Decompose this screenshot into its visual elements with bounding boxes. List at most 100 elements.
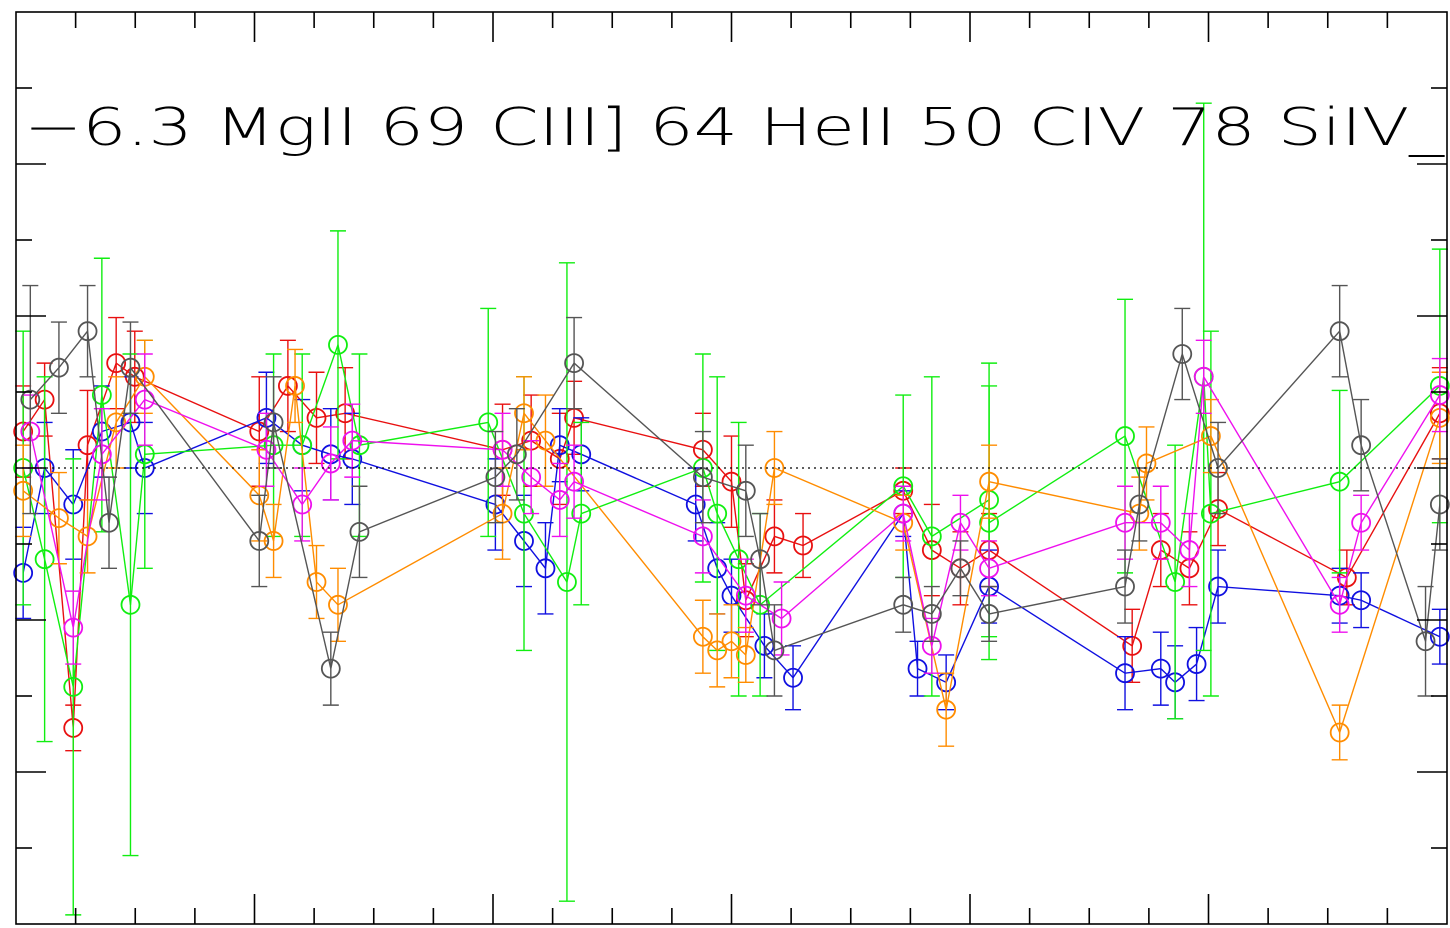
- error-bar: [723, 604, 740, 679]
- data-point: [764, 458, 785, 478]
- error-bar: [508, 408, 525, 501]
- error-bar: [1188, 626, 1205, 702]
- data-point: [1329, 594, 1350, 615]
- data-layer: [13, 102, 1450, 916]
- error-bar: [1353, 494, 1370, 551]
- data-point: [750, 549, 771, 570]
- data-point: [320, 658, 341, 679]
- data-point: [91, 385, 112, 405]
- data-point: [907, 658, 928, 679]
- series-red: [13, 316, 1450, 752]
- data-point: [1136, 453, 1157, 474]
- data-point: [63, 676, 84, 697]
- error-bar: [1431, 357, 1448, 433]
- error-bar: [694, 430, 711, 524]
- error-bar: [752, 512, 769, 606]
- error-bar: [15, 444, 32, 538]
- data-point: [1329, 321, 1350, 342]
- data-point: [120, 357, 141, 378]
- data-point: [721, 631, 742, 652]
- error-bar: [952, 540, 969, 597]
- data-point: [1179, 540, 1200, 560]
- data-point: [735, 480, 756, 501]
- error-bar: [480, 307, 497, 538]
- data-point: [521, 467, 542, 488]
- error-bar: [294, 467, 311, 542]
- error-bar: [322, 426, 339, 501]
- data-point: [1208, 458, 1228, 478]
- error-bar: [709, 376, 726, 652]
- error-bar: [566, 444, 583, 519]
- data-point: [285, 376, 305, 396]
- data-point: [735, 585, 756, 606]
- data-point: [20, 389, 41, 410]
- error-bar: [351, 485, 368, 579]
- data-point: [771, 608, 792, 629]
- data-point: [1115, 663, 1135, 684]
- data-point: [1186, 654, 1207, 674]
- data-point: [1351, 590, 1372, 611]
- data-point: [342, 430, 363, 451]
- data-point: [106, 353, 127, 374]
- data-point: [557, 572, 577, 592]
- data-point: [256, 439, 277, 460]
- error-bar: [1181, 512, 1198, 588]
- series-line-blue: [22, 417, 1441, 684]
- data-point: [1351, 435, 1372, 456]
- series-orange: [13, 339, 1450, 761]
- data-point: [764, 640, 785, 661]
- data-point: [306, 407, 327, 428]
- data-point: [1165, 572, 1186, 592]
- data-point: [1172, 344, 1193, 364]
- data-point: [692, 626, 713, 647]
- data-point: [506, 444, 527, 465]
- error-bar: [795, 512, 812, 579]
- data-point: [707, 640, 728, 661]
- data-point: [692, 526, 713, 547]
- error-bar: [923, 585, 940, 642]
- data-point: [306, 572, 327, 592]
- data-point: [793, 535, 813, 556]
- error-bar: [136, 353, 153, 446]
- error-bar: [50, 321, 67, 414]
- data-point: [692, 467, 713, 488]
- data-point: [1150, 512, 1171, 533]
- data-point: [735, 645, 756, 665]
- data-point: [1351, 512, 1372, 533]
- error-bar: [50, 471, 67, 565]
- error-bar: [287, 348, 304, 424]
- error-bar: [22, 284, 39, 515]
- data-point: [1329, 471, 1350, 492]
- data-point: [764, 526, 785, 547]
- error-bar: [1417, 585, 1434, 697]
- error-bar: [566, 316, 583, 410]
- data-point: [328, 334, 348, 355]
- error-bar: [487, 430, 504, 524]
- error-bar: [1138, 426, 1155, 501]
- error-bar: [1195, 339, 1212, 414]
- data-point: [1208, 576, 1228, 597]
- data-point: [1415, 631, 1436, 652]
- data-point: [49, 357, 69, 378]
- series-line-magenta: [29, 374, 1441, 646]
- plot-frame: [15, 11, 1448, 925]
- error-bar: [322, 631, 339, 706]
- data-point: [277, 376, 298, 396]
- data-point: [120, 594, 141, 615]
- error-bar: [65, 590, 82, 665]
- error-bar: [1210, 549, 1227, 624]
- error-bar: [1117, 549, 1134, 624]
- error-bar: [694, 599, 711, 674]
- data-point: [485, 467, 506, 488]
- error-bar: [938, 672, 955, 747]
- data-point: [1115, 512, 1135, 533]
- data-point: [77, 321, 98, 342]
- data-point: [263, 531, 284, 551]
- error-bar: [1210, 421, 1227, 515]
- line-label-annotation: −6.3 MgII 69 CIII] 64 HeII 50 CIV 78 SiI…: [24, 98, 1445, 158]
- error-bar: [101, 476, 118, 570]
- data-point: [564, 353, 584, 374]
- error-bar: [737, 444, 754, 538]
- data-point: [1115, 576, 1135, 597]
